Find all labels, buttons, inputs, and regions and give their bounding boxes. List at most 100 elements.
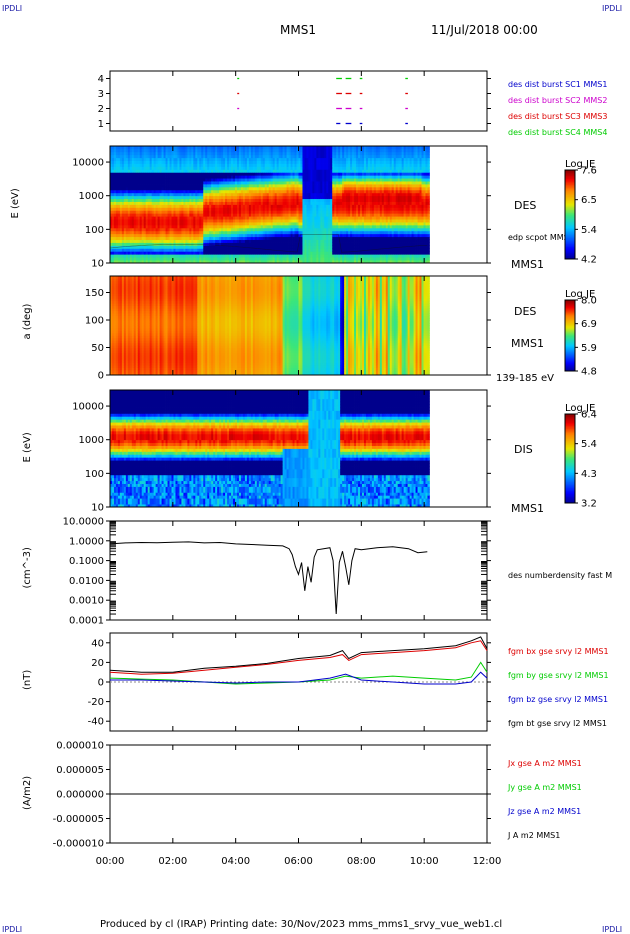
des-energy-spectrogram-cell: [159, 239, 162, 243]
des-energy-spectrogram-cell: [127, 207, 131, 211]
des-energy-spectrogram-cell: [159, 166, 162, 170]
des-energy-spectrogram-cell: [153, 178, 157, 182]
des-energy-spectrogram-cell: [183, 172, 186, 176]
des-energy-spectrogram-cell: [163, 207, 166, 211]
des-energy-spectrogram-cell: [179, 175, 182, 179]
des-energy-spectrogram-cell: [110, 213, 113, 217]
des-energy-spectrogram-cell: [185, 204, 188, 208]
des-energy-spectrogram-cell: [167, 201, 170, 205]
des-energy-spectrogram-cell: [171, 189, 174, 194]
des-energy-spectrogram-cell: [171, 239, 174, 243]
des-energy-spectrogram-cell: [139, 151, 143, 156]
des-energy-spectrogram-cell: [135, 207, 139, 211]
des-energy-spectrogram-cell: [161, 257, 164, 261]
des-energy-spectrogram-cell: [161, 186, 164, 191]
des-energy-spectrogram-cell: [147, 213, 151, 217]
des-energy-spectrogram-cell: [110, 201, 113, 205]
des-energy-spectrogram-cell: [175, 154, 178, 159]
des-energy-spectrogram-cell: [189, 178, 192, 182]
des-energy-spectrogram-cell: [185, 189, 188, 194]
header-spacecraft: MMS1: [280, 23, 316, 37]
des-energy-spectrogram-cell: [153, 186, 157, 191]
des-energy-spectrogram-cell: [111, 224, 115, 229]
des-energy-spectrogram-cell: [111, 213, 115, 217]
des-energy-spectrogram-cell: [145, 163, 149, 167]
des-energy-spectrogram-cell: [187, 192, 190, 197]
des-energy-spectrogram-cell: [143, 257, 147, 261]
des-energy-spectrogram-cell: [139, 178, 143, 182]
des-energy-spectrogram-cell: [179, 239, 182, 243]
des-energy-spectrogram-cell: [171, 245, 174, 249]
des-energy-spectrogram-cell: [115, 201, 119, 205]
des-energy-spectrogram-cell: [129, 257, 133, 261]
des-energy-spectrogram-cell: [141, 227, 145, 232]
des-energy-spectrogram-cell: [145, 239, 149, 243]
des-energy-spectrogram-cell: [145, 181, 149, 185]
des-energy-spectrogram-cell: [189, 192, 192, 197]
des-energy-spectrogram-cell: [177, 148, 180, 153]
des-energy-spectrogram-cell: [123, 201, 127, 205]
des-energy-spectrogram-cell: [173, 254, 176, 258]
des-energy-spectrogram-cell: [169, 257, 172, 261]
des-energy-spectrogram-cell: [191, 230, 194, 235]
des-energy-spectrogram-cell: [165, 186, 168, 191]
des-energy-spectrogram-cell: [183, 245, 186, 249]
des-energy-spectrogram-cell: [155, 207, 159, 211]
des-energy-spectrogram-cell: [121, 175, 125, 179]
des-energy-spectrogram-cell: [133, 251, 137, 255]
des-energy-spectrogram-cell: [129, 242, 133, 246]
des-energy-spectrogram-cell: [153, 163, 157, 167]
des-energy-spectrogram-cell: [159, 146, 162, 150]
des-energy-spectrogram-cell: [145, 151, 149, 156]
des-energy-spectrogram-cell: [167, 213, 170, 217]
des-energy-spectrogram-cell: [127, 198, 131, 202]
des-energy-spectrogram-cell: [119, 219, 123, 223]
des-energy-spectrogram-cell: [113, 233, 117, 238]
des-energy-spectrogram-cell: [133, 230, 137, 235]
des-energy-spectrogram-cell: [151, 242, 155, 246]
des-energy-spectrogram-cell: [135, 227, 139, 232]
des-energy-spectrogram-cell: [135, 151, 139, 156]
des-energy-spectrogram-cell: [129, 154, 133, 159]
des-energy-spectrogram-cell: [143, 146, 147, 150]
des-energy-spectrogram-cell: [157, 210, 160, 214]
des-energy-spectrogram-cell: [183, 248, 186, 252]
des-energy-spectrogram-cell: [159, 160, 162, 164]
des-energy-spectrogram-cell: [129, 216, 133, 220]
des-energy-spectrogram-cell: [123, 189, 127, 194]
des-energy-spectrogram-cell: [189, 163, 192, 167]
des-energy-spectrogram-cell: [119, 163, 123, 167]
des-energy-spectrogram-cell: [159, 151, 162, 156]
des-energy-spectrogram-cell: [155, 163, 159, 167]
des-energy-spectrogram-cell: [173, 210, 176, 214]
des-energy-spectrogram-cell: [155, 213, 159, 217]
des-energy-spectrogram-cell: [187, 195, 190, 200]
des-energy-spectrogram-cell: [113, 151, 117, 156]
des-energy-spectrogram-cell: [131, 178, 135, 182]
des-energy-spectrogram-cell: [177, 227, 180, 232]
des-energy-spectrogram-cell: [111, 201, 115, 205]
des-energy-spectrogram-cell: [143, 192, 147, 197]
des-energy-spectrogram-cell: [115, 204, 119, 208]
des-energy-spectrogram-cell: [161, 198, 164, 202]
des-energy-spectrogram-cell: [165, 224, 168, 229]
des-energy-spectrogram-cell: [191, 204, 194, 208]
des-energy-spectrogram-cell: [179, 154, 182, 159]
des-energy-spectrogram-cell: [111, 186, 115, 191]
des-energy-spectrogram-cell: [151, 151, 155, 156]
des-energy-spectrogram-cell: [175, 172, 178, 176]
des-energy-spectrogram-cell: [129, 189, 133, 194]
des-energy-spectrogram-cell: [185, 260, 188, 264]
des-energy-spectrogram-cell: [157, 222, 160, 226]
des-energy-spectrogram-cell: [125, 184, 129, 188]
des-energy-spectrogram-cell: [171, 207, 174, 211]
des-energy-spectrogram-cell: [155, 195, 159, 200]
des-energy-spectrogram-cell: [159, 157, 162, 162]
des-energy-spectrogram-cell: [187, 163, 190, 167]
des-energy-spectrogram-cell: [165, 239, 168, 243]
des-energy-spectrogram-cell: [117, 166, 121, 170]
des-energy-spectrogram-cell: [147, 204, 151, 208]
des-energy-spectrogram-cell: [141, 242, 145, 246]
des-energy-spectrogram-cell: [129, 233, 133, 238]
des-energy-spectrogram-cell: [127, 151, 131, 156]
